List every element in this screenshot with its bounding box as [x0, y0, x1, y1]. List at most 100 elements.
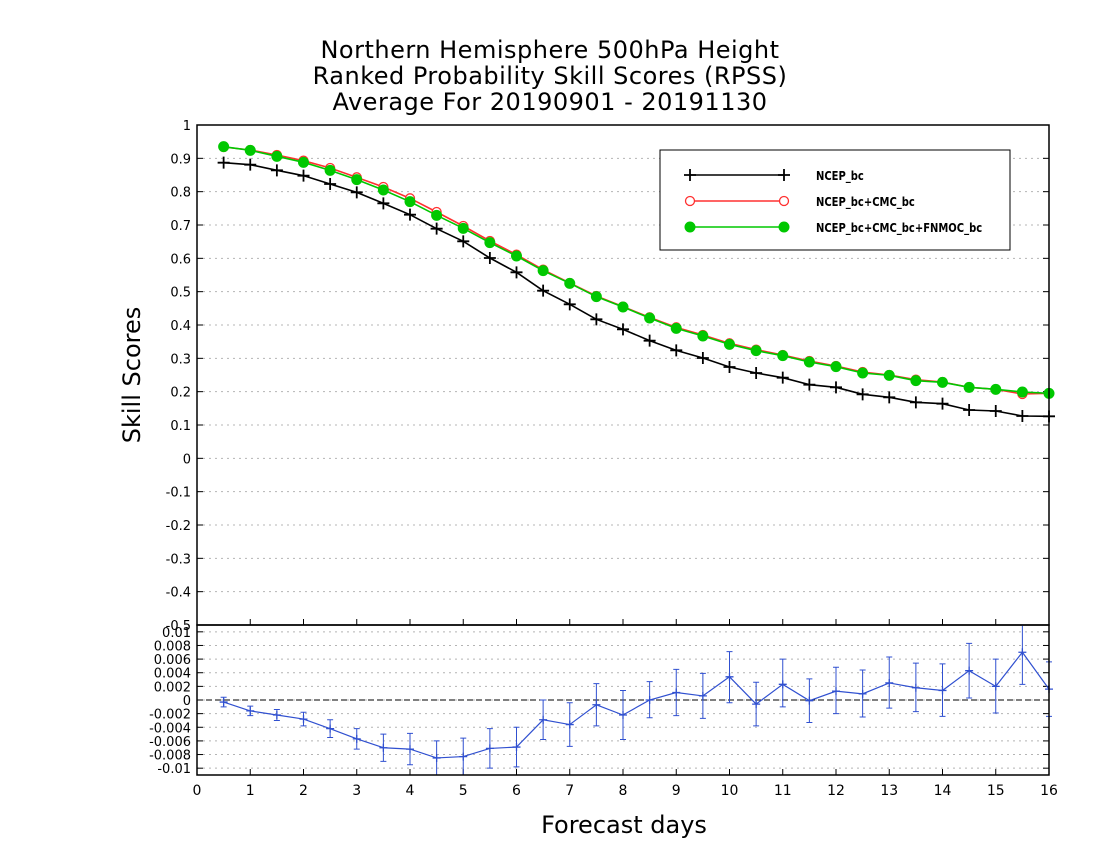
data-point [218, 141, 230, 153]
y-tick-label: -0.2 [166, 519, 191, 534]
x-tick-label: 16 [1040, 783, 1058, 799]
data-point [377, 197, 390, 210]
y-tick-label: -0.4 [166, 586, 191, 601]
data-point [457, 222, 469, 234]
data-point [752, 700, 761, 709]
data-point [832, 687, 840, 696]
data-point [750, 367, 763, 379]
x-tick-label: 11 [774, 783, 792, 799]
x-tick-label: 9 [672, 783, 681, 799]
data-point [1016, 410, 1029, 422]
data-point [883, 391, 896, 404]
data-point [457, 235, 470, 248]
data-point [483, 252, 496, 264]
data-point [244, 144, 256, 156]
x-tick-label: 4 [406, 783, 415, 799]
data-point [777, 350, 789, 362]
data-point [219, 698, 228, 707]
data-point [670, 344, 683, 357]
data-point [963, 381, 975, 393]
data-point [406, 745, 414, 754]
data-point [379, 743, 388, 752]
chart-title-line-1: Northern Hemisphere 500hPa Height [320, 36, 780, 64]
data-point [803, 356, 815, 368]
y-tick-label: 0.3 [170, 352, 191, 367]
y-tick-label: -0.002 [149, 708, 191, 723]
y-tick-label: -0.01 [157, 762, 191, 777]
data-point [803, 378, 816, 391]
data-point [590, 313, 603, 326]
data-point [989, 405, 1002, 417]
data-point [938, 686, 947, 695]
data-point [909, 396, 922, 409]
data-point [619, 711, 627, 719]
data-point [272, 711, 281, 719]
x-tick-label: 5 [459, 783, 468, 799]
data-point [858, 689, 867, 698]
data-point [459, 752, 468, 761]
data-point [510, 266, 523, 279]
data-point [617, 323, 629, 336]
data-point [326, 724, 335, 733]
legend-marker [684, 169, 696, 181]
data-point [485, 744, 494, 753]
y-tick-label: 0.2 [170, 386, 191, 401]
data-point [1018, 648, 1027, 657]
data-point [830, 361, 842, 373]
data-point [750, 345, 762, 357]
data-point [404, 208, 416, 221]
y-tick-label: 0.7 [170, 219, 191, 234]
legend-marker [778, 195, 790, 207]
series-line [223, 651, 1050, 759]
y-tick-label: -0.3 [166, 552, 191, 567]
legend-marker [684, 221, 696, 233]
data-point [537, 284, 550, 297]
data-point [244, 158, 257, 171]
data-point [698, 691, 707, 700]
data-point [377, 184, 389, 196]
data-point [990, 383, 1002, 395]
data-point [883, 369, 895, 381]
data-point [723, 361, 736, 373]
data-point [910, 375, 922, 387]
legend-label: NCEP_bc [816, 169, 864, 183]
data-point [564, 277, 576, 289]
data-point [645, 696, 654, 704]
y-tick-label: 0.1 [170, 419, 191, 434]
data-point [563, 298, 576, 311]
data-point [991, 682, 1000, 691]
data-point [592, 700, 601, 709]
data-point [430, 222, 443, 235]
y-tick-label: 0 [183, 452, 191, 467]
data-point [511, 250, 522, 262]
y-tick-label: 1 [183, 119, 191, 134]
data-point [432, 753, 441, 762]
y-tick-label: 0.8 [170, 186, 191, 201]
data-point [270, 164, 283, 177]
y-tick-label: 0.006 [154, 653, 191, 668]
y-tick-label: -0.1 [166, 486, 191, 501]
data-point [697, 330, 709, 342]
data-point [246, 706, 255, 715]
x-tick-label: 0 [193, 783, 202, 799]
data-point [672, 688, 681, 697]
y-tick-label: 0.01 [162, 626, 191, 641]
x-tick-label: 15 [987, 783, 1005, 799]
data-point [298, 156, 309, 168]
y-tick-label: 0.002 [154, 680, 191, 695]
data-point [324, 178, 337, 190]
data-point [271, 150, 283, 162]
data-point [724, 338, 735, 350]
difference-panel: -0.01-0.008-0.006-0.004-0.00200.0020.004… [149, 624, 1058, 799]
x-tick-label: 10 [721, 783, 739, 799]
bottom-plot-frame [196, 624, 1050, 776]
x-tick-label: 7 [565, 783, 574, 799]
y-tick-label: 0.9 [170, 152, 191, 167]
data-point [350, 186, 363, 199]
data-point [857, 367, 869, 379]
x-tick-label: 12 [827, 783, 845, 799]
x-tick-label: 8 [619, 783, 628, 799]
y-tick-label: -0.004 [149, 721, 191, 736]
data-point [1016, 386, 1028, 398]
